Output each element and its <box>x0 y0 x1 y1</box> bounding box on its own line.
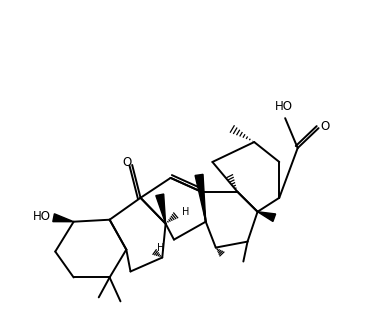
Text: HO: HO <box>32 210 50 223</box>
Polygon shape <box>156 194 166 224</box>
Polygon shape <box>258 212 276 222</box>
Polygon shape <box>195 174 206 222</box>
Text: O: O <box>122 156 131 169</box>
Text: HO: HO <box>275 99 293 112</box>
Text: O: O <box>321 120 330 133</box>
Text: H: H <box>182 207 190 217</box>
Text: H: H <box>157 243 164 252</box>
Polygon shape <box>53 214 74 222</box>
